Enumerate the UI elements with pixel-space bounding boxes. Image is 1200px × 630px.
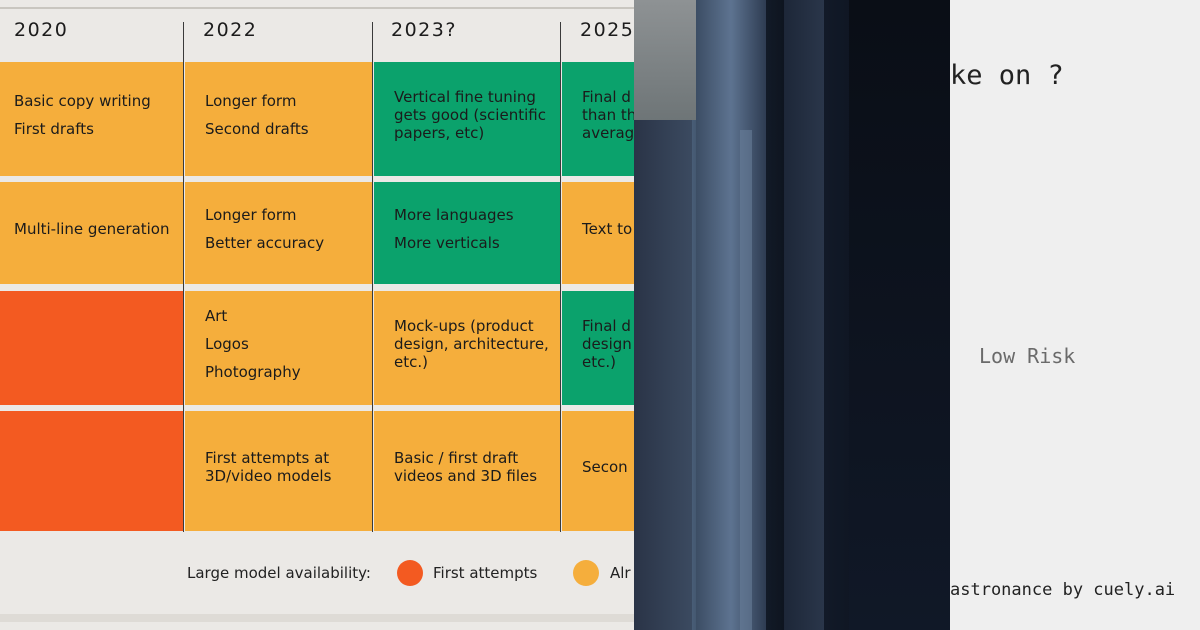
timeline-cell: Longer form Second drafts xyxy=(185,62,372,176)
legend-label: Large model availability: xyxy=(187,564,371,582)
cell-text: Logos xyxy=(205,335,249,353)
cell-text: Final d xyxy=(582,88,631,106)
legend-item-already: Alr xyxy=(610,564,631,582)
cell-text: Longer form xyxy=(205,206,297,224)
timeline-cell: Secon xyxy=(562,411,634,531)
timeline-cell: Multi-line generation xyxy=(0,182,183,284)
legend-item-first-attempts: First attempts xyxy=(433,564,538,582)
timeline-cell: More languages More verticals xyxy=(374,182,560,284)
cell-text: More verticals xyxy=(394,234,500,252)
server-rack-photo xyxy=(634,0,950,630)
cell-text: First drafts xyxy=(14,120,94,138)
timeline-cell: Basic copy writing First drafts xyxy=(0,62,183,176)
cell-text: than th xyxy=(582,106,634,124)
bottom-divider xyxy=(0,614,634,622)
rack-highlight xyxy=(740,130,752,630)
timeline-cell: Longer form Better accuracy xyxy=(185,182,372,284)
column-divider xyxy=(372,22,373,532)
timeline-cell xyxy=(0,291,183,405)
timeline-cell: Final d than th averag xyxy=(562,62,634,176)
cell-text: First attempts at xyxy=(205,449,330,467)
timeline-cell: Vertical fine tuning gets good (scientifi… xyxy=(374,62,560,176)
rack-left xyxy=(634,120,692,630)
cell-text: Multi-line generation xyxy=(14,220,170,238)
column-divider xyxy=(183,22,184,532)
legend-dot-first-attempts xyxy=(397,560,423,586)
cell-text: Vertical fine tuning xyxy=(394,88,536,106)
whiteboard-note: ke on ? Low Risk astronance by cuely.ai xyxy=(950,0,1200,630)
cell-text: Second drafts xyxy=(205,120,309,138)
cell-text: Final d xyxy=(582,317,631,335)
timeline-cell: Text to xyxy=(562,182,634,284)
cell-text: Basic copy writing xyxy=(14,92,151,110)
timeline-cell xyxy=(0,411,183,531)
cell-text: Art xyxy=(205,307,228,325)
cell-text: 3D/video models xyxy=(205,467,332,485)
column-divider xyxy=(560,22,561,532)
cell-text: Longer form xyxy=(205,92,297,110)
question-text: ke on ? xyxy=(950,60,1064,91)
cell-text: averag xyxy=(582,124,634,142)
cell-text: etc.) xyxy=(582,353,616,371)
sky-background xyxy=(634,0,696,120)
risk-label: Low Risk xyxy=(979,344,1076,368)
legend-dot-already xyxy=(573,560,599,586)
year-label: 2023? xyxy=(391,19,457,41)
cell-text: More languages xyxy=(394,206,514,224)
rack-column xyxy=(696,0,766,630)
cell-text: videos and 3D files xyxy=(394,467,538,485)
rack-shadow xyxy=(784,0,824,630)
cell-text: Mock-ups (product xyxy=(394,317,534,335)
cell-text: papers, etc) xyxy=(394,124,485,142)
year-label: 2025 xyxy=(580,19,634,41)
cell-text: Better accuracy xyxy=(205,234,325,252)
top-divider xyxy=(0,7,634,9)
timeline-cell: First attempts at 3D/video models xyxy=(185,411,372,531)
cell-text: design xyxy=(582,335,632,353)
cell-text: Basic / first draft xyxy=(394,449,519,467)
cell-text: Secon xyxy=(582,458,628,476)
cell-text: gets good (scientific xyxy=(394,106,546,124)
cell-text: design, architecture, xyxy=(394,335,549,353)
cell-text: etc.) xyxy=(394,353,428,371)
credit-text: astronance by cuely.ai xyxy=(950,580,1176,600)
timeline-grid: 2020 2022 2023? 2025 Basic copy writing Firs… xyxy=(0,7,634,622)
rack-right xyxy=(849,0,950,630)
cell-text: Text to xyxy=(582,220,633,238)
timeline-cell: Art Logos Photography xyxy=(185,291,372,405)
cell-text: Photography xyxy=(205,363,301,381)
timeline-cell: Mock-ups (product design, architecture, et… xyxy=(374,291,560,405)
year-label: 2020 xyxy=(14,19,69,41)
timeline-cell: Final d design etc.) xyxy=(562,291,634,405)
year-label: 2022 xyxy=(203,19,258,41)
timeline-cell: Basic / first draft videos and 3D files xyxy=(374,411,560,531)
